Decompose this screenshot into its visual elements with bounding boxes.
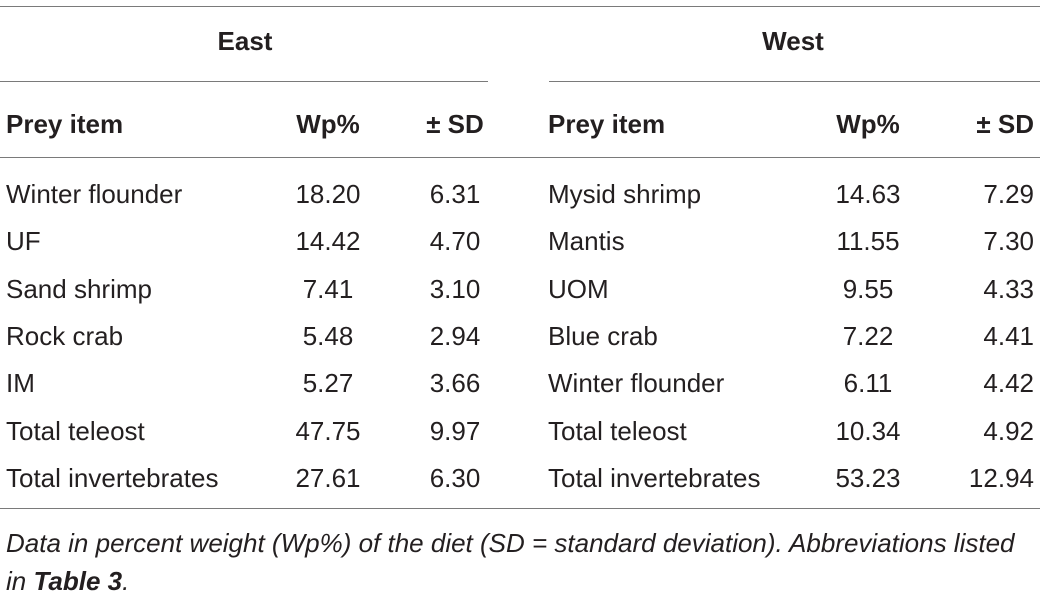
west-prey-cell: Total invertebrates [548,463,761,493]
footnote-end: . [122,566,130,596]
west-wp-cell: 6.11 [843,368,893,398]
east-prey-column-header: Prey item [6,109,124,139]
east-prey-cell: Rock crab [6,321,124,351]
west-prey-cell: Winter flounder [548,368,725,398]
east-sd-cell: 2.94 [429,321,481,351]
west-prey-cell: Mysid shrimp [548,179,702,209]
footnote-table-reference: Table 3 [33,566,123,596]
east-sd-cell: 6.30 [429,463,481,493]
east-wp-cell: 5.27 [302,368,354,398]
east-group-header: East [217,26,273,56]
west-wp-cell: 11.55 [836,226,900,256]
east-group-rule [0,81,488,82]
west-wp-cell: 7.22 [842,321,894,351]
west-wp-cell: 10.34 [835,416,901,446]
west-sd-cell: 4.42 [983,368,1034,398]
west-sd-cell: 4.41 [983,321,1034,351]
west-sd-cell: 4.92 [983,416,1034,446]
west-wp-column-header: Wp% [836,109,900,139]
east-prey-cell: UF [6,226,41,256]
east-wp-cell: 47.75 [295,416,361,446]
west-sd-cell: 7.29 [983,179,1034,209]
top-rule [0,6,1040,7]
west-prey-cell: Total teleost [548,416,687,446]
west-sd-cell: 4.33 [983,274,1034,304]
east-wp-cell: 18.20 [295,179,361,209]
west-wp-cell: 53.23 [835,463,901,493]
east-wp-cell: 7.41 [302,274,354,304]
west-wp-cell: 14.63 [835,179,901,209]
west-group-header: West [762,26,824,56]
west-prey-cell: UOM [548,274,609,304]
east-sd-cell: 6.31 [429,179,481,209]
west-prey-cell: Blue crab [548,321,658,351]
east-sd-column-header: ± SD [426,109,484,139]
west-prey-column-header: Prey item [548,109,666,139]
table-footnote: Data in percent weight (Wp%) of the diet… [6,524,1036,600]
east-prey-cell: Sand shrimp [6,274,152,304]
east-sd-cell: 3.10 [429,274,481,304]
west-group-rule [549,81,1040,82]
east-sd-cell: 9.97 [429,416,481,446]
west-sd-cell: 12.94 [968,463,1034,493]
west-wp-cell: 9.55 [842,274,894,304]
west-sd-column-header: ± SD [976,109,1034,139]
east-wp-cell: 14.42 [295,226,361,256]
east-prey-cell: IM [6,368,35,398]
east-wp-cell: 5.48 [302,321,354,351]
bottom-rule [0,508,1040,509]
east-prey-cell: Winter flounder [6,179,183,209]
east-sd-cell: 4.70 [429,226,481,256]
east-prey-cell: Total invertebrates [6,463,219,493]
east-sd-cell: 3.66 [429,368,481,398]
east-wp-cell: 27.61 [295,463,361,493]
west-prey-cell: Mantis [548,226,625,256]
west-sd-cell: 7.30 [983,226,1034,256]
header-rule [0,157,1040,158]
footnote-text: Data in percent weight (Wp%) of the diet… [6,528,1015,596]
east-prey-cell: Total teleost [6,416,145,446]
east-wp-column-header: Wp% [296,109,360,139]
